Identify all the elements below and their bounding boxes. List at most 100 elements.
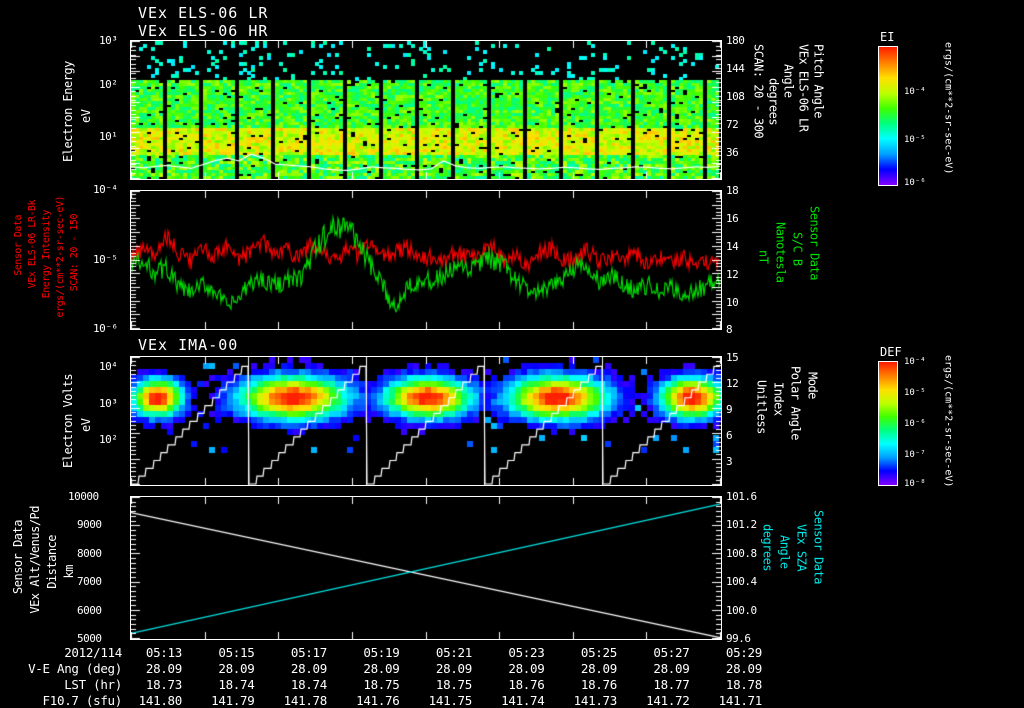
table-cell-lst-5: 18.76 (508, 677, 545, 692)
panel2-left-line4-text: ergs/(cm**2-sr-sec-eV) (55, 196, 66, 318)
panel1-right-sublabel-text: VEx ELS-06 LR (796, 44, 811, 132)
panel1-right-axis-units: degrees (767, 78, 781, 125)
table-cell-lst-1: 18.74 (218, 677, 255, 692)
panel3-left-axis-units: eV (79, 400, 93, 450)
panel4-rtick-0: 101.6 (726, 490, 757, 503)
panel1-right-axis-label: Pitch Angle (812, 44, 826, 118)
table-row-label-1: V-E Ang (deg) (28, 661, 122, 676)
panel2-right-line2: S/C B (791, 232, 805, 266)
panel4-ytick-4: 6000 (77, 604, 102, 617)
table-cell-time-6: 05:25 (580, 645, 617, 660)
table-cell-ve-ang-1: 28.09 (218, 661, 255, 676)
def-colorbar: DEF 10⁻⁴ 10⁻⁵ 10⁻⁶ 10⁻⁷ 10⁻⁸ ergs/(cm**2… (878, 345, 1018, 495)
panel1-left-axis-label: Electron Energy (61, 52, 75, 172)
panel3-right-line2: Polar Angle (788, 366, 803, 440)
panel2-rtick-1: 16 (726, 212, 739, 225)
panel4-right-line3-text: Angle (777, 535, 792, 569)
panel-ima-spectrogram[interactable] (130, 356, 722, 486)
def-colorbar-units: ergs/(cm**2-sr-sec-eV) (942, 355, 954, 487)
panel3-right-line2-text: Polar Angle (788, 366, 803, 440)
table-cell-f107-8: 141.71 (718, 693, 763, 708)
panel4-rtick-4: 100.0 (726, 604, 757, 617)
panel4-right-line3: Angle (777, 535, 792, 569)
panel1-right-scan-text: SCAN: 20 - 300 (751, 44, 766, 139)
table-cell-ve-ang-7: 28.09 (653, 661, 690, 676)
panel2-rtick-4: 10 (726, 296, 739, 309)
panel2-left-line1-text: Sensor Data (13, 215, 24, 276)
panel3-right-line3-text: Index (771, 382, 786, 416)
panel-els-spectrogram[interactable] (130, 40, 722, 180)
panel1-rtick-0: 180 (726, 34, 745, 47)
panel1-left-axis-units: eV (79, 86, 93, 146)
panel4-ytick-2: 8000 (77, 547, 102, 560)
panel2-ytick-0: 10⁻⁴ (93, 183, 118, 196)
def-colorbar-tick-2: 10⁻⁶ (904, 419, 926, 429)
panel3-left-axis-label: Electron Volts (61, 366, 75, 476)
panel2-left-line5-text: SCAN: 20 - 150 (69, 214, 80, 292)
table-cell-lst-7: 18.77 (653, 677, 690, 692)
panel3-right-line1-text: Mode (805, 372, 820, 399)
panel2-right-line4: nT (756, 250, 771, 264)
ei-colorbar-units: ergs/(cm**2-sr-sec-eV) (942, 42, 954, 174)
panel1-right-axis-scan: SCAN: 20 - 300 (751, 44, 766, 139)
table-cell-time-3: 05:19 (363, 645, 400, 660)
ei-colorbar-label: EI (880, 30, 895, 44)
panel2-ytick-2: 10⁻⁶ (93, 322, 118, 335)
panel3-right-line1: Mode (805, 372, 820, 399)
panel3-ytick-0: 10⁴ (99, 360, 118, 373)
panel3-ytick-2: 10² (99, 433, 118, 446)
panel4-rtick-2: 100.8 (726, 547, 757, 560)
panel1-title-lr: VEx ELS-06 LR (138, 4, 269, 22)
panel4-left-line1: Sensor Data (11, 520, 25, 594)
panel2-rtick-5: 8 (726, 323, 733, 336)
def-colorbar-label: DEF (880, 345, 902, 359)
panel4-right-line1-text: Sensor Data (811, 510, 826, 584)
panel4-left-line2-text: VEx Alt/Venus/Pd (28, 506, 42, 614)
table-cell-f107-5: 141.74 (501, 693, 545, 708)
panel1-left-units-text: eV (79, 109, 93, 123)
panel2-left-line1: Sensor Data (13, 215, 25, 276)
panel3-right-line4: Unitless (755, 380, 769, 434)
panel3-right-line3: Index (771, 382, 786, 416)
table-cell-lst-6: 18.76 (580, 677, 617, 692)
panel-intensity-bfield[interactable] (130, 190, 722, 330)
panel2-left-line2-text: VEx ELS-06 LR-Bk (27, 200, 38, 289)
panel1-rtick-2: 108 (726, 90, 745, 103)
def-colorbar-tick-1: 10⁻⁵ (904, 388, 926, 398)
table-cell-lst-0: 18.73 (145, 677, 182, 692)
table-cell-f107-4: 141.75 (428, 693, 473, 708)
table-row-label-0: 2012/114 (64, 645, 122, 660)
altitude-sza-canvas (131, 497, 721, 639)
els-spectrogram-canvas (131, 41, 721, 179)
table-cell-time-1: 05:15 (218, 645, 255, 660)
panel4-left-line2: VEx Alt/Venus/Pd (28, 506, 42, 614)
ei-colorbar-tick-2: 10⁻⁶ (904, 178, 926, 188)
table-cell-time-4: 05:21 (435, 645, 472, 660)
panel4-left-line4-text: km (62, 565, 76, 579)
panel4-left-line3: Distance (45, 535, 59, 589)
panel2-right-line4-text: nT (756, 250, 771, 264)
panel3-rtick-2: 9 (726, 403, 733, 416)
ei-colorbar: EI 10⁻⁴ 10⁻⁵ 10⁻⁶ ergs/(cm**2-sr-sec-eV) (878, 30, 1018, 190)
panel4-right-line4-text: degrees (760, 524, 775, 572)
intensity-bfield-canvas (131, 191, 721, 329)
panel4-rtick-5: 99.6 (726, 632, 751, 645)
table-cell-f107-7: 141.72 (646, 693, 690, 708)
panel2-rtick-2: 14 (726, 240, 739, 253)
table-cell-ve-ang-4: 28.09 (435, 661, 472, 676)
panel-altitude-sza[interactable] (130, 496, 722, 640)
panel4-rtick-1: 101.2 (726, 518, 757, 531)
panel2-rtick-3: 12 (726, 268, 739, 281)
table-cell-ve-ang-5: 28.09 (508, 661, 545, 676)
panel2-left-line5: SCAN: 20 - 150 (69, 214, 81, 292)
def-colorbar-gradient (878, 361, 898, 486)
panel2-right-line3-text: Nanotesla (773, 222, 788, 283)
panel2-left-line3-text: Energy Intensity (41, 210, 52, 299)
panel3-rtick-0: 15 (726, 351, 739, 364)
table-cell-f107-0: 141.80 (138, 693, 183, 708)
table-cell-lst-3: 18.75 (363, 677, 400, 692)
table-cell-ve-ang-0: 28.09 (145, 661, 182, 676)
panel4-ytick-3: 7000 (77, 575, 102, 588)
panel2-left-line4: ergs/(cm**2-sr-sec-eV) (55, 196, 67, 318)
def-colorbar-tick-3: 10⁻⁷ (904, 450, 926, 460)
